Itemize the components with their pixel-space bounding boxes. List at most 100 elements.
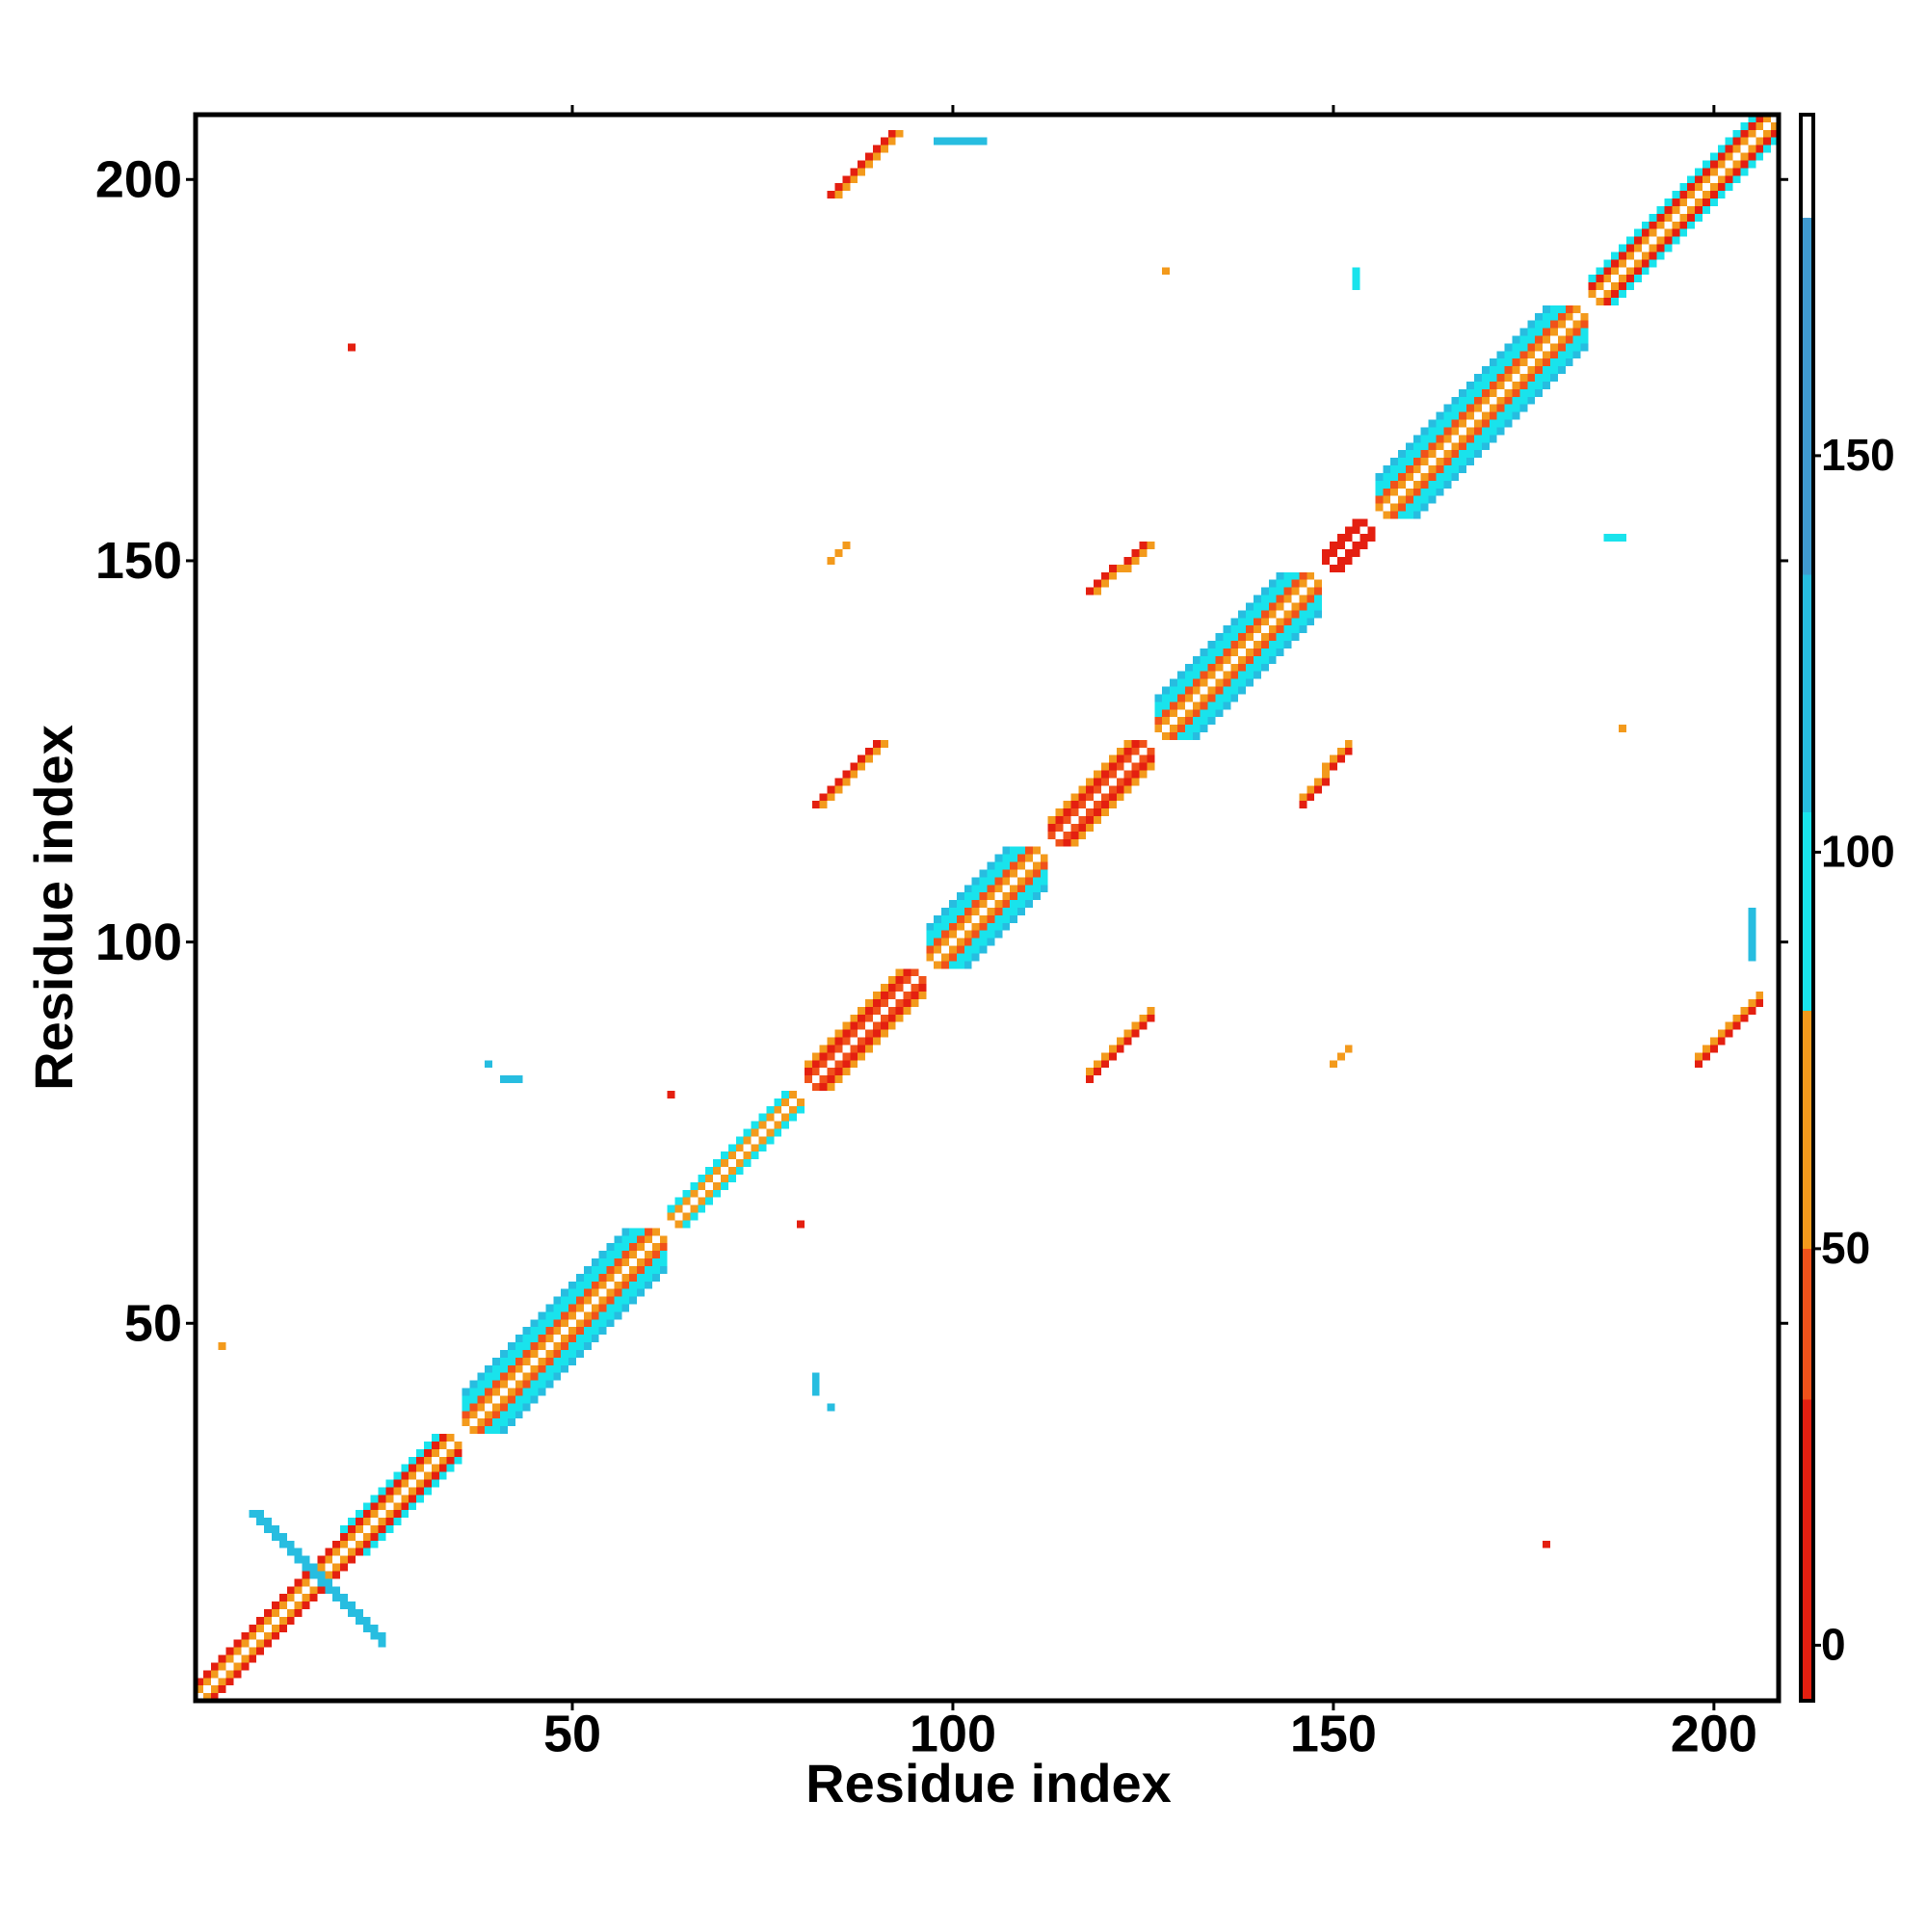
heatmap-cells	[256, 1510, 386, 1640]
x-tick-label: 100	[910, 1705, 996, 1762]
heatmap-cells	[1375, 304, 1551, 481]
heatmap-cells	[949, 869, 1048, 969]
heatmap-cells	[804, 968, 904, 1069]
heatmap-cells	[797, 1220, 805, 1229]
heatmap-cells	[1375, 304, 1573, 504]
heatmap-cells	[827, 542, 851, 565]
x-tick-label: 50	[543, 1705, 601, 1762]
heatmap-cells	[1603, 534, 1627, 543]
heatmap-cells	[1047, 739, 1148, 839]
heatmap-cells	[477, 1243, 668, 1435]
heatmap-cells	[819, 739, 888, 809]
heatmap-cells	[926, 846, 1041, 962]
heatmap-cells	[347, 343, 356, 352]
colorbar-tick-label: 0	[1821, 1620, 1846, 1670]
heatmap-cells	[1588, 115, 1756, 283]
heatmap-cells	[1070, 762, 1155, 847]
heatmap-cells	[1383, 312, 1589, 519]
heatmap-cells	[811, 976, 927, 1091]
colorbar-tick-label: 50	[1821, 1223, 1870, 1273]
colorbar-segment	[1801, 812, 1813, 1011]
heatmap-cells	[499, 1265, 668, 1435]
heatmap-cells	[934, 854, 1048, 969]
heatmap-cells	[667, 1090, 798, 1221]
heatmap-cells	[827, 1403, 835, 1412]
heatmap-cells	[492, 1258, 668, 1435]
heatmap-cells	[1086, 1006, 1155, 1076]
x-tick-label: 150	[1290, 1705, 1377, 1762]
heatmap-cells	[1375, 304, 1566, 496]
heatmap-cells	[1329, 1045, 1353, 1069]
heatmap-cells	[1299, 747, 1353, 809]
heatmap-cells	[1588, 115, 1764, 291]
x-axis-title: Residue index	[805, 1753, 1172, 1813]
heatmap-cells	[462, 1228, 630, 1396]
heatmap-cells	[1154, 571, 1300, 718]
y-tick-label: 100	[95, 913, 182, 971]
heatmap-cells	[682, 1105, 805, 1229]
heatmap-cells	[1162, 579, 1323, 740]
plot-frame	[193, 112, 1782, 1704]
heatmap-cells	[249, 1510, 386, 1648]
heatmap-cells	[1695, 992, 1764, 1061]
heatmap-cells	[667, 1090, 675, 1098]
colorbar-segment	[1801, 1248, 1813, 1400]
heatmap-cells	[1603, 129, 1779, 305]
x-tick-label: 200	[1671, 1705, 1757, 1762]
heatmap-cells	[1154, 571, 1292, 710]
heatmap-cells	[218, 1342, 226, 1350]
colorbar-segment	[1801, 1399, 1813, 1701]
colorbar-tick-label: 100	[1821, 827, 1895, 877]
heatmap-cells	[462, 1228, 638, 1404]
heatmap-cells	[811, 739, 881, 809]
colorbar-segment	[1801, 115, 1813, 218]
heatmap-cells	[964, 885, 1048, 969]
heatmap-cells	[1047, 739, 1132, 824]
heatmap-cells	[1299, 739, 1353, 802]
heatmap-cells	[340, 1434, 439, 1533]
heatmap-cells	[926, 846, 1025, 946]
y-tick-label: 50	[124, 1295, 182, 1353]
heatmap-cells	[499, 1075, 523, 1084]
heatmap-cells	[462, 1228, 652, 1419]
heatmap-cells	[1154, 571, 1315, 732]
heatmap-cells	[1748, 908, 1756, 962]
heatmap-cells	[1176, 595, 1323, 740]
heatmap-cells	[1336, 534, 1376, 572]
heatmap-cells	[1322, 518, 1360, 557]
heatmap-cells	[1329, 526, 1376, 572]
heatmap-cells	[926, 846, 1011, 931]
heatmap-cells	[1192, 610, 1323, 740]
heatmap-cells	[827, 992, 927, 1091]
colorbar-tick-label: 150	[1821, 430, 1895, 480]
heatmap-cells	[1375, 304, 1581, 512]
heatmap-cells	[674, 1098, 805, 1229]
colorbar-segment	[1801, 217, 1813, 575]
heatmap-cells	[804, 968, 919, 1084]
heatmap-cells	[934, 137, 988, 146]
heatmap-cells	[1398, 328, 1589, 519]
heatmap-cells	[811, 1372, 820, 1396]
heatmap-cells	[834, 129, 904, 199]
heatmap-cells	[827, 129, 896, 199]
heatmap-cells	[362, 1456, 462, 1556]
heatmap-cells	[210, 1448, 462, 1701]
heatmap-cells	[1412, 343, 1589, 519]
colorbar-segment	[1801, 1010, 1813, 1249]
heatmap-cells	[1611, 137, 1779, 305]
heatmap-cells	[1695, 998, 1764, 1069]
y-axis-title: Residue index	[23, 725, 84, 1091]
y-tick-label: 150	[95, 532, 182, 590]
heatmap-cells	[1543, 1540, 1551, 1548]
heatmap-cells	[1055, 747, 1155, 847]
colorbar-segment	[1801, 574, 1813, 813]
y-tick-label: 200	[95, 151, 182, 209]
heatmap-cells	[1322, 518, 1368, 565]
heatmap-cells	[485, 1060, 493, 1069]
heatmap-cells	[1154, 571, 1284, 702]
heatmap-cells	[667, 1090, 790, 1213]
heatmap-cells	[1352, 267, 1360, 291]
heatmap-cells	[1094, 542, 1155, 595]
